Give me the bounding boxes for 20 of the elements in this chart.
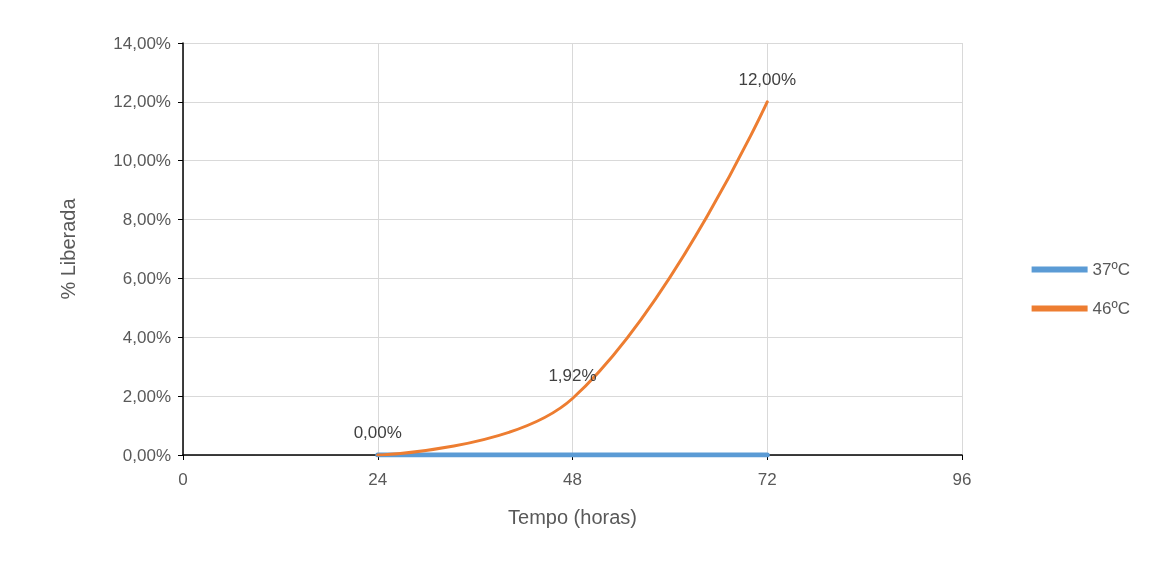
legend-label: 37ºC	[1092, 260, 1131, 279]
y-tick-label: 8,00%	[122, 210, 171, 230]
data-label: 12,00%	[738, 69, 797, 89]
x-tick-label: 0	[178, 470, 188, 489]
legend-label: 46ºC	[1092, 299, 1131, 318]
y-tick-label: 4,00%	[122, 327, 171, 347]
x-tick-label: 72	[757, 470, 777, 489]
y-tick-label: 0,00%	[122, 445, 171, 465]
x-axis-title: Tempo (horas)	[508, 506, 637, 528]
data-label: 1,92%	[548, 366, 597, 386]
x-tick-label: 48	[563, 470, 582, 489]
y-axis-title: % Liberada	[57, 197, 79, 300]
y-tick-label: 12,00%	[113, 92, 171, 112]
x-tick-label: 24	[368, 470, 388, 489]
x-tick-label: 96	[952, 470, 972, 489]
data-label: 0,00%	[353, 423, 402, 442]
y-tick-label: 2,00%	[122, 386, 171, 406]
y-tick-label: 6,00%	[122, 268, 171, 288]
y-tick-label: 10,00%	[113, 151, 171, 171]
y-tick-label: 14,00%	[113, 33, 171, 53]
